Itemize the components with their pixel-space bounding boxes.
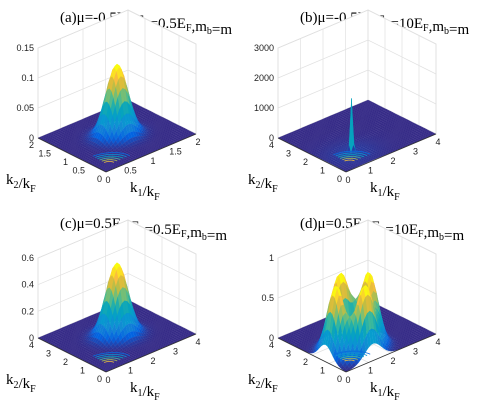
y-tick-label: 0 xyxy=(97,174,102,184)
y-axis-label: k2/kF xyxy=(248,172,278,195)
x-tick-label: 4 xyxy=(195,337,200,347)
contour-line xyxy=(92,152,130,157)
y-tick-label: 1 xyxy=(80,366,85,376)
x-tick-label: 1 xyxy=(150,156,155,166)
x-tick-label: 1 xyxy=(368,166,373,176)
surface xyxy=(37,63,197,173)
x-axis-label: k1/kF xyxy=(370,180,400,203)
z-tick-label: 1000 xyxy=(254,103,274,113)
z-tick-label: 0.15 xyxy=(16,43,34,53)
z-tick-label: 0 xyxy=(269,133,274,143)
contour xyxy=(92,152,130,163)
y-tick-label: 0 xyxy=(97,374,102,384)
z-tick-label: 0.05 xyxy=(16,103,34,113)
y-tick-label: 2 xyxy=(29,140,34,150)
x-tick-label: 0 xyxy=(345,175,350,185)
x-tick-label: 2 xyxy=(195,137,200,147)
contour-line xyxy=(95,153,127,158)
axes-grid xyxy=(277,9,437,173)
contour-line xyxy=(99,157,121,161)
x-tick-label: 1.5 xyxy=(169,147,182,157)
panel-a: (a)μ=-0.5EF,Eb=0.5EF,mb=m00.050.10.1500.… xyxy=(6,9,232,203)
y-axis-label: k2/kF xyxy=(6,172,36,195)
panel-b: (b)μ=-0.5EF,Eb=10EF,mb=m0100020003000012… xyxy=(248,9,469,203)
contour-line xyxy=(103,161,115,163)
z-tick-label: 0.2 xyxy=(21,306,34,316)
y-tick-label: 1.5 xyxy=(38,149,51,159)
z-tick-label: 1 xyxy=(269,253,274,263)
y-tick-label: 2 xyxy=(303,157,308,167)
z-tick-label: 0.6 xyxy=(21,253,34,263)
surface xyxy=(277,98,437,172)
y-tick-label: 4 xyxy=(269,140,274,150)
z-tick-label: 0.5 xyxy=(261,293,274,303)
y-tick-label: 1 xyxy=(320,166,325,176)
x-tick-label: 3 xyxy=(413,147,418,157)
x-axis xyxy=(105,133,197,173)
x-tick-label: 2 xyxy=(150,356,155,366)
z-tick-label: 0 xyxy=(29,133,34,143)
y-tick-label: 2 xyxy=(63,357,68,367)
z-tick-label: 0.4 xyxy=(21,280,34,290)
contour-line xyxy=(97,155,124,160)
y-tick-label: 3 xyxy=(46,349,51,359)
z-tick-label: 2000 xyxy=(254,73,274,83)
y-axis xyxy=(37,137,107,173)
x-tick-label: 0 xyxy=(105,175,110,185)
x-tick-label: 1 xyxy=(128,366,133,376)
y-tick-label: 4 xyxy=(29,340,34,350)
x-tick-label: 0 xyxy=(105,375,110,385)
x-axis-label: k1/kF xyxy=(130,380,160,403)
panel-c: (c)μ=0.5EF,Eb=0.5EF,mb=m00.20.40.6012340… xyxy=(6,216,227,403)
x-tick-label: 2 xyxy=(390,156,395,166)
axis-lines xyxy=(37,133,197,173)
contour-line xyxy=(101,159,118,162)
y-tick-label: 0.5 xyxy=(72,166,85,176)
y-axis-label: k2/kF xyxy=(6,372,36,395)
panel-d: (d)μ=0.5EF,Eb=10EF,mb=m00.510123401234k1… xyxy=(248,216,464,403)
x-axis-label: k1/kF xyxy=(130,180,160,203)
y-tick-label: 3 xyxy=(286,149,291,159)
x-tick-label: 3 xyxy=(173,347,178,357)
z-tick-label: 3000 xyxy=(254,43,274,53)
x-tick-label: 4 xyxy=(435,137,440,147)
x-tick-label: 0.5 xyxy=(124,166,137,176)
y-tick-label: 0 xyxy=(337,174,342,184)
y-tick-label: 1 xyxy=(63,157,68,167)
z-tick-label: 0.1 xyxy=(21,73,34,83)
